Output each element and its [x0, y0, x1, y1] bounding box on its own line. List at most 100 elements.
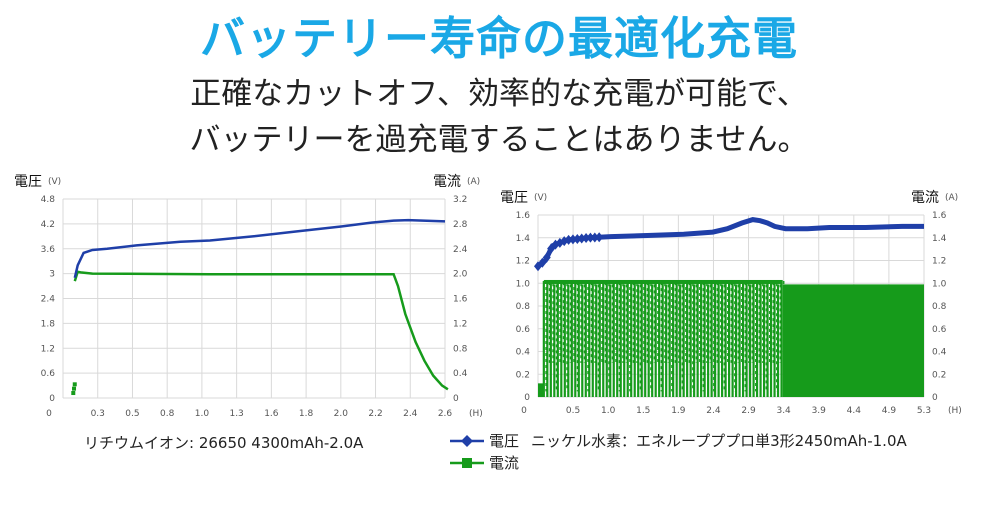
x-tick-label: 1.8 [299, 409, 314, 419]
x-unit-label: (H) [948, 406, 962, 416]
right-axis-unit: (A) [467, 177, 480, 187]
left-tick-label: 1.0 [516, 279, 531, 289]
nimh-chart-caption: ニッケル水素：エネループププロ単3形2450mAh-1.0A [531, 432, 907, 450]
x-tick-label: 0.3 [91, 409, 105, 419]
headline-line-2: バッテリーを過充電することはありません。 [189, 122, 809, 158]
voltage-point [568, 234, 577, 245]
x-tick-label: 2.9 [741, 406, 756, 416]
x-tick-label: 4.4 [847, 406, 862, 416]
voltage-point [564, 234, 573, 245]
current-series-line [73, 270, 449, 391]
x-tick-label: 1.6 [264, 409, 279, 419]
right-tick-label: 1.2 [453, 319, 467, 329]
voltage-point [582, 233, 591, 244]
left-tick-label: 1.6 [516, 211, 531, 221]
x-tick-label: 1.5 [636, 406, 650, 416]
x-tick-label: 1.9 [671, 406, 686, 416]
x-tick-label: 2.2 [368, 409, 382, 419]
left-tick-label: 1.2 [516, 257, 530, 267]
right-tick-label: 1.2 [932, 257, 946, 267]
left-axis-unit: (V) [48, 177, 61, 187]
voltage-point [542, 252, 551, 263]
x-tick-label: 1.0 [195, 409, 210, 419]
left-tick-label: 0.8 [516, 302, 531, 312]
right-tick-label: 2.4 [453, 245, 468, 255]
x-tick-label: 0.5 [125, 409, 139, 419]
diamond-marker-icon [450, 434, 484, 447]
headline-title: バッテリー寿命の最適化充電 [199, 12, 798, 65]
x-tick-label: 0 [521, 406, 527, 416]
right-tick-label: 0.6 [932, 325, 947, 335]
right-axis-title: 電流 [911, 190, 939, 206]
x-tick-label: 3.9 [812, 406, 827, 416]
current-initial-block [538, 383, 544, 397]
right-tick-label: 0 [453, 394, 459, 404]
left-tick-label: 1.2 [41, 344, 55, 354]
right-tick-label: 0.8 [932, 302, 947, 312]
voltage-point [547, 243, 556, 254]
voltage-point [573, 233, 582, 244]
voltage-point [595, 232, 604, 243]
right-tick-label: 3.2 [453, 195, 467, 205]
voltage-series-line [536, 217, 924, 269]
lithium-chart-caption: リチウムイオン: 26650 4300mAh-2.0A [84, 434, 364, 452]
x-tick-label: 3.4 [776, 406, 791, 416]
x-tick-label: 2.4 [403, 409, 418, 419]
right-tick-label: 0.2 [932, 370, 946, 380]
right-tick-label: 0.4 [932, 348, 947, 358]
left-tick-label: 4.2 [41, 220, 55, 230]
x-tick-label: 0.5 [566, 406, 580, 416]
current-pulses [542, 280, 785, 397]
left-axis-title: 電圧 [500, 190, 528, 206]
left-tick-label: 1.8 [41, 319, 56, 329]
left-tick-label: 0 [524, 393, 530, 403]
left-tick-label: 0 [49, 394, 55, 404]
voltage-point [555, 237, 564, 248]
right-tick-label: 1.0 [932, 279, 947, 289]
voltage-point [551, 239, 560, 250]
legend-voltage: 電圧 ニッケル水素：エネループププロ単3形2450mAh-1.0A [450, 430, 907, 451]
nimh-chart: 0 0 0.2 0.2 0.4 0.4 0.6 0.6 0.8 0.8 1.0 1.0 1.2 1.2 1.… [500, 190, 962, 416]
left-axis-unit: (V) [534, 193, 547, 203]
left-tick-label: 0.2 [516, 370, 530, 380]
voltage-point [586, 232, 595, 243]
current-point [72, 386, 77, 391]
left-tick-label: 3 [49, 270, 55, 280]
left-tick-label: 4.8 [41, 195, 56, 205]
left-tick-label: 2.4 [41, 295, 56, 305]
x-tick-label: 0.8 [160, 409, 175, 419]
right-tick-label: 2.0 [453, 270, 468, 280]
square-marker-icon [450, 457, 484, 468]
x-tick-label: 2.4 [706, 406, 721, 416]
current-point [71, 391, 76, 396]
left-tick-label: 0.6 [41, 369, 56, 379]
legend-current: 電流 [450, 452, 519, 473]
right-axis-title: 電流 [433, 174, 461, 190]
left-tick-label: 0.4 [516, 348, 531, 358]
left-tick-label: 0.6 [516, 325, 531, 335]
x-tick-label: 2.0 [334, 409, 349, 419]
headline-line-1: 正確なカットオフ、効率的な充電が可能で、 [190, 76, 808, 112]
legend-current-label: 電流 [489, 454, 520, 472]
x-tick-label: 5.3 [917, 406, 931, 416]
x-tick-label: 1.3 [229, 409, 243, 419]
right-tick-label: 1.4 [932, 234, 947, 244]
lithium-ion-chart: 0 0 0.6 0.4 1.2 0.8 1.8 1.2 2.4 1.6 3 2.0 3.6 2.4 4.2 2… [14, 174, 483, 419]
x-tick-label: 0 [46, 409, 52, 419]
voltage-point [538, 257, 547, 268]
x-unit-label: (H) [469, 409, 483, 419]
legend-voltage-label: 電圧 [489, 432, 520, 450]
right-tick-label: 2.8 [453, 220, 468, 230]
voltage-point [560, 236, 569, 247]
right-tick-label: 0 [932, 393, 938, 403]
left-axis-title: 電圧 [14, 174, 42, 190]
right-axis-unit: (A) [945, 193, 958, 203]
voltage-point [577, 233, 586, 244]
right-tick-label: 0.4 [453, 369, 468, 379]
right-tick-label: 1.6 [932, 211, 947, 221]
current-pulse-top-band [543, 279, 783, 284]
x-tick-label: 2.6 [438, 409, 453, 419]
right-tick-label: 0.8 [453, 344, 468, 354]
x-tick-label: 1.0 [601, 406, 616, 416]
right-tick-label: 1.6 [453, 295, 468, 305]
